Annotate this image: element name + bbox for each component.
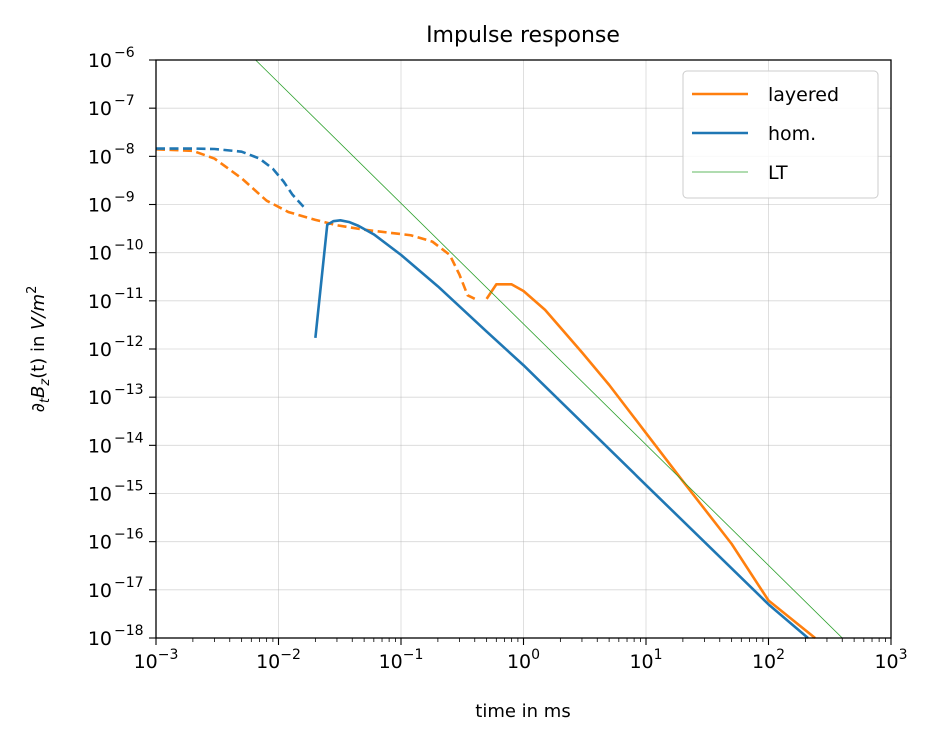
y-label-sup: 2	[25, 286, 40, 294]
y-tick-exponent: −7	[114, 93, 135, 109]
y-tick-exponent: −15	[114, 479, 144, 495]
x-axis-label: time in ms	[475, 701, 570, 722]
y-tick-exponent: −18	[114, 623, 144, 639]
legend: layered hom. LT	[682, 70, 879, 199]
y-tick-label: 10	[88, 50, 112, 72]
y-tick-label: 10	[88, 387, 112, 409]
x-tick-label: 103	[874, 647, 907, 673]
legend-label-lt: LT	[768, 162, 788, 184]
series-hom-dashed-line	[156, 147, 305, 208]
x-tick-label: 102	[752, 647, 785, 673]
series-lt-solid-line	[255, 59, 843, 639]
x-tick-label: 101	[629, 647, 662, 673]
x-tick-label: 10−1	[379, 647, 424, 673]
y-tick-label: 10	[88, 484, 112, 506]
y-tick-exponent: −11	[114, 286, 144, 302]
y-tick-exponent: −13	[114, 382, 144, 398]
y-tick-exponent: −8	[114, 141, 135, 157]
y-tick-exponent: −17	[114, 575, 144, 591]
y-axis-label: ∂tBz(t) in V/m2	[25, 286, 53, 413]
legend-box	[682, 70, 879, 199]
series-layered-dashed-line	[155, 147, 476, 301]
y-tick-exponent: −12	[114, 334, 144, 350]
y-label-unit: V/m	[28, 294, 49, 330]
y-tick-label: 10	[88, 195, 112, 217]
series-layered-solid-line	[485, 283, 816, 640]
series-hom-solid-line	[314, 218, 809, 639]
y-tick-label: 10	[88, 435, 112, 457]
y-tick-exponent: −9	[114, 190, 135, 206]
y-tick-label: 10	[88, 339, 112, 361]
y-tick-label: 10	[88, 291, 112, 313]
series-layer	[155, 59, 843, 640]
chart-title: Impulse response	[426, 23, 620, 48]
y-label-partial-symbol: ∂	[28, 403, 49, 412]
y-label-arg: (t) in	[28, 330, 49, 379]
y-label-b: B	[28, 386, 49, 398]
y-tick-exponent: −16	[114, 527, 144, 543]
y-tick-label: 10	[88, 532, 112, 554]
x-tick-label: 10−3	[134, 647, 179, 673]
x-tick-label: 100	[507, 647, 540, 673]
y-tick-exponent: −10	[114, 238, 144, 254]
y-tick-label: 10	[88, 146, 112, 168]
y-tick-label: 10	[88, 628, 112, 650]
y-tick-exponent: −6	[114, 45, 135, 61]
y-label-sub-z: z	[38, 378, 53, 387]
y-tick-exponent: −14	[114, 430, 144, 446]
y-tick-label: 10	[88, 98, 112, 120]
legend-label-hom: hom.	[768, 123, 816, 145]
x-tick-label: 10−2	[256, 647, 301, 673]
y-tick-label: 10	[88, 580, 112, 602]
y-label-sub-t: t	[38, 397, 53, 403]
legend-label-layered: layered	[768, 84, 839, 106]
y-tick-label: 10	[88, 243, 112, 265]
